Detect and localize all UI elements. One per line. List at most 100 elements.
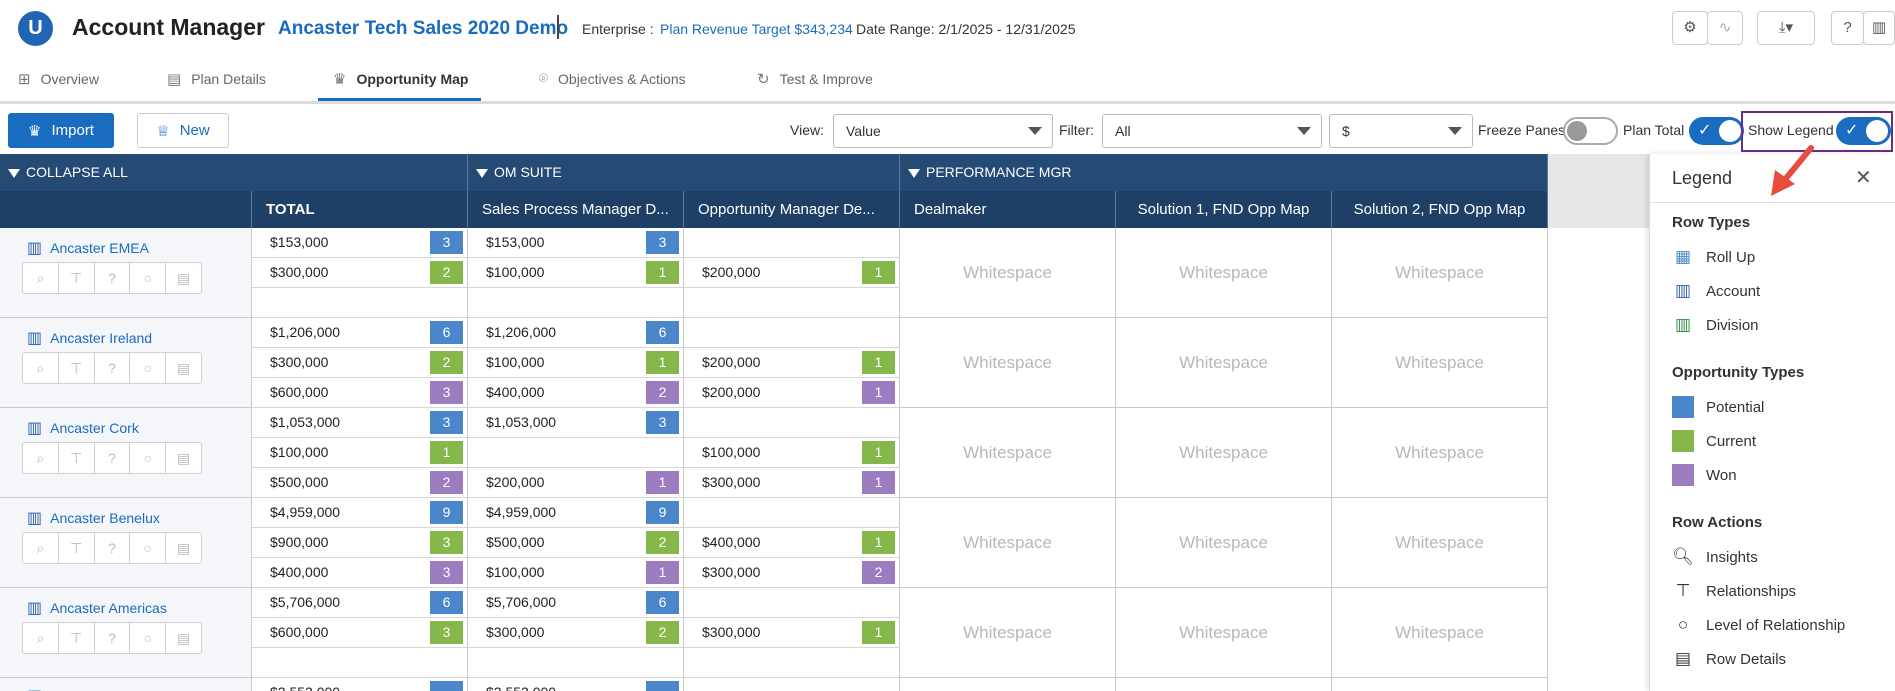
potential-count-badge[interactable]: 3	[430, 231, 463, 254]
whitespace-cell[interactable]: Whitespace	[1332, 318, 1548, 408]
value-cell-om[interactable]	[684, 318, 900, 348]
value-cell-total[interactable]: $153,000 3	[252, 228, 468, 258]
value-cell-spm[interactable]: $153,000 3	[468, 228, 684, 258]
help-icon[interactable]: ?	[95, 533, 131, 563]
value-cell-spm[interactable]: $5,706,000 6	[468, 588, 684, 618]
current-count-badge[interactable]: 1	[862, 531, 895, 554]
book-button[interactable]: ▥	[1863, 11, 1895, 45]
current-count-badge[interactable]: 1	[862, 351, 895, 374]
current-count-badge[interactable]: 1	[862, 441, 895, 464]
whitespace-cell[interactable]: Whitespace	[1116, 498, 1332, 588]
value-cell-om[interactable]	[684, 228, 900, 258]
insights-icon[interactable]: ⌕	[23, 533, 59, 563]
account-link[interactable]: ▥ Ancaster Ireland	[27, 328, 152, 348]
whitespace-cell[interactable]: Whitespace	[900, 498, 1116, 588]
value-cell-total[interactable]: $400,000 3	[252, 558, 468, 588]
whitespace-cell[interactable]: Whitespace	[1116, 408, 1332, 498]
whitespace-cell[interactable]	[1332, 678, 1548, 691]
download-button[interactable]: ⤓▾	[1757, 11, 1815, 45]
column-header-opportunity-manager[interactable]: Opportunity Manager De...	[684, 191, 900, 228]
help-icon[interactable]: ?	[95, 263, 131, 293]
value-cell-om[interactable]	[684, 288, 900, 318]
whitespace-cell[interactable]: Whitespace	[1332, 498, 1548, 588]
relationships-icon[interactable]: ⊤	[59, 533, 95, 563]
won-count-badge[interactable]: 1	[862, 471, 895, 494]
whitespace-cell[interactable]: Whitespace	[1332, 228, 1548, 318]
won-count-badge[interactable]: 1	[646, 471, 679, 494]
won-count-badge[interactable]: 3	[430, 381, 463, 404]
circle-icon[interactable]: ○	[130, 263, 167, 293]
whitespace-cell[interactable]: Whitespace	[900, 588, 1116, 678]
whitespace-cell[interactable]: Whitespace	[1332, 588, 1548, 678]
plan-revenue-target[interactable]: Plan Revenue Target $343,234	[660, 21, 853, 37]
value-cell-spm[interactable]: $300,000 2	[468, 618, 684, 648]
circle-icon[interactable]: ○	[130, 533, 167, 563]
whitespace-cell[interactable]: Whitespace	[1116, 588, 1332, 678]
circle-icon[interactable]: ○	[130, 353, 167, 383]
column-header-total[interactable]: TOTAL	[252, 191, 468, 228]
value-cell-spm[interactable]: $1,206,000 6	[468, 318, 684, 348]
relationships-icon[interactable]: ⊤	[59, 623, 95, 653]
relationships-icon[interactable]: ⊤	[59, 443, 95, 473]
potential-count-badge[interactable]: 3	[430, 411, 463, 434]
value-cell-om[interactable]: $200,000 1	[684, 378, 900, 408]
value-cell-om[interactable]: $200,000 1	[684, 348, 900, 378]
plan-total-toggle[interactable]: ✓	[1689, 117, 1744, 145]
account-link[interactable]: ▥ Ancaster Cork	[27, 418, 139, 438]
value-cell-om[interactable]	[684, 408, 900, 438]
value-cell-spm[interactable]: $500,000 2	[468, 528, 684, 558]
relationships-icon[interactable]: ⊤	[59, 263, 95, 293]
help-button[interactable]: ?	[1831, 11, 1864, 45]
value-cell-total[interactable]: $4,959,000 9	[252, 498, 468, 528]
value-cell-spm[interactable]	[468, 438, 684, 468]
value-cell-spm[interactable]: $100,000 1	[468, 258, 684, 288]
help-icon[interactable]: ?	[95, 353, 131, 383]
current-count-badge[interactable]: 3	[430, 531, 463, 554]
value-cell-total[interactable]: $600,000 3	[252, 618, 468, 648]
current-count-badge[interactable]: 1	[646, 351, 679, 374]
view-select[interactable]: Value	[833, 114, 1053, 148]
value-cell-spm[interactable]	[468, 648, 684, 678]
column-header-solution-2[interactable]: Solution 2, FND Opp Map	[1332, 191, 1548, 228]
value-cell-total[interactable]	[252, 648, 468, 678]
tab-overview[interactable]: ⊞ Overview	[18, 70, 99, 88]
currency-select[interactable]: $	[1329, 114, 1473, 148]
won-count-badge[interactable]: 3	[430, 561, 463, 584]
value-cell-total[interactable]: $300,000 2	[252, 258, 468, 288]
potential-count-badge[interactable]: 3	[646, 411, 679, 434]
value-cell-total[interactable]	[252, 288, 468, 318]
value-cell-total[interactable]: $600,000 3	[252, 378, 468, 408]
value-cell-spm[interactable]: $400,000 2	[468, 378, 684, 408]
logo[interactable]: U	[18, 11, 53, 46]
column-header-dealmaker[interactable]: Dealmaker	[900, 191, 1116, 228]
current-count-badge[interactable]: 2	[646, 621, 679, 644]
insights-icon[interactable]: ⌕	[23, 353, 59, 383]
whitespace-cell[interactable]: Whitespace	[1116, 228, 1332, 318]
won-count-badge[interactable]: 1	[862, 381, 895, 404]
close-icon[interactable]: ✕	[1855, 167, 1872, 189]
whitespace-cell[interactable]: Whitespace	[900, 318, 1116, 408]
potential-count-badge[interactable]: 6	[646, 591, 679, 614]
relationships-icon[interactable]: ⊤	[59, 353, 95, 383]
potential-count-badge[interactable]: 9	[646, 501, 679, 524]
whitespace-cell[interactable]: Whitespace	[900, 228, 1116, 318]
potential-count-badge[interactable]: 6	[646, 321, 679, 344]
circle-icon[interactable]: ○	[130, 623, 167, 653]
potential-count-badge[interactable]: 6	[430, 591, 463, 614]
group-header-om-suite[interactable]: OM SUITE	[468, 154, 900, 191]
whitespace-cell[interactable]	[1116, 678, 1332, 691]
value-cell-om[interactable]: $300,000 2	[684, 558, 900, 588]
insights-icon[interactable]: ⌕	[23, 443, 59, 473]
tab-opportunity-map[interactable]: ♛ Opportunity Map	[333, 70, 468, 88]
value-cell-spm[interactable]: $200,000 1	[468, 468, 684, 498]
tab-objectives-actions[interactable]: ⌾ Objectives & Actions	[539, 70, 686, 87]
filter-select[interactable]: All	[1102, 114, 1322, 148]
value-cell-om[interactable]	[684, 588, 900, 618]
value-cell-om[interactable]	[684, 498, 900, 528]
insights-icon[interactable]: ⌕	[23, 623, 59, 653]
column-header-solution-1[interactable]: Solution 1, FND Opp Map	[1116, 191, 1332, 228]
value-cell-om[interactable]: $300,000 1	[684, 618, 900, 648]
current-count-badge[interactable]: 2	[430, 261, 463, 284]
clipboard-icon[interactable]: ▤	[176, 450, 191, 466]
whitespace-cell[interactable]: Whitespace	[900, 408, 1116, 498]
